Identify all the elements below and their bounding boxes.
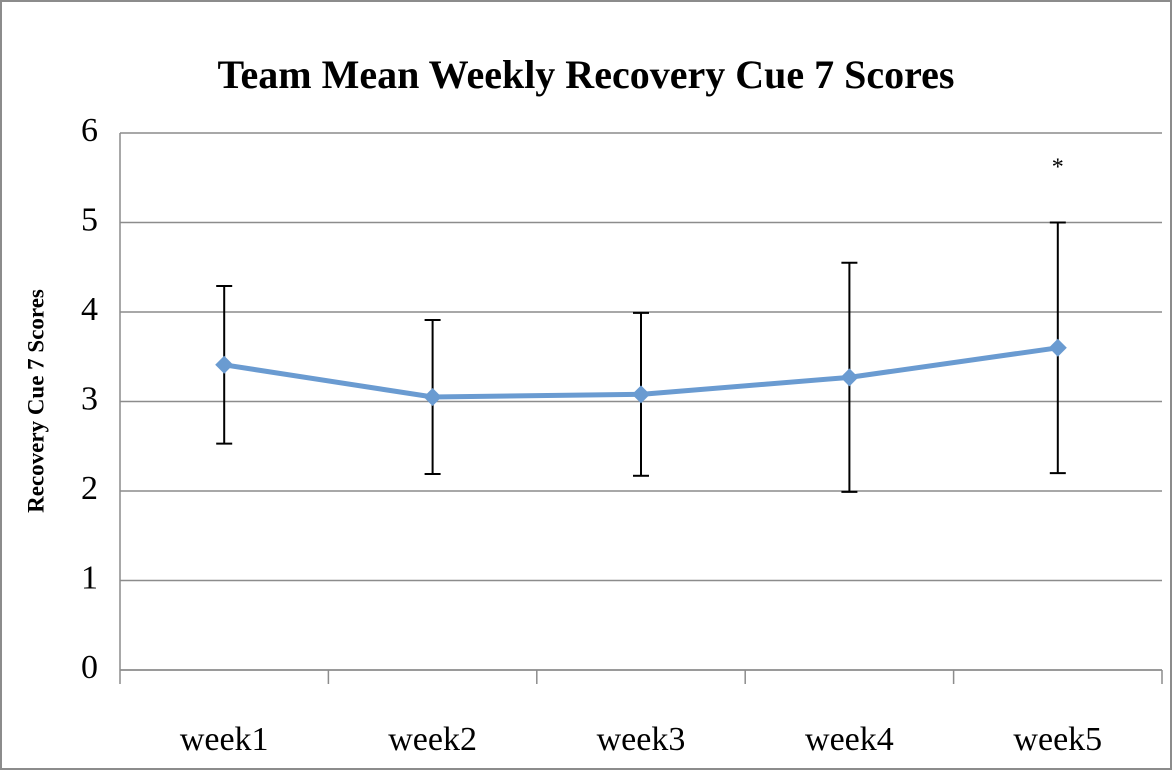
data-marker xyxy=(423,388,442,407)
data-marker xyxy=(215,355,234,374)
y-tick-label: 3 xyxy=(81,380,98,417)
x-tick-label: week4 xyxy=(805,721,894,758)
x-tick-label: week1 xyxy=(180,721,269,758)
data-marker xyxy=(632,385,650,404)
x-tick-label: week3 xyxy=(597,721,686,758)
x-tick-label: week5 xyxy=(1013,721,1102,758)
y-tick-label: 0 xyxy=(81,649,98,686)
annotation: * xyxy=(1052,154,1064,180)
chart-title: Team Mean Weekly Recovery Cue 7 Scores xyxy=(217,52,955,97)
y-tick-label: 2 xyxy=(81,470,98,507)
y-tick-label: 5 xyxy=(81,201,98,238)
y-tick-label: 1 xyxy=(81,559,98,596)
y-tick-label: 4 xyxy=(81,291,98,328)
y-tick-label: 6 xyxy=(81,112,98,149)
y-axis-label: Recovery Cue 7 Scores xyxy=(23,289,48,513)
x-tick-label: week2 xyxy=(388,721,477,758)
data-marker xyxy=(1048,338,1067,357)
data-marker xyxy=(840,368,859,387)
